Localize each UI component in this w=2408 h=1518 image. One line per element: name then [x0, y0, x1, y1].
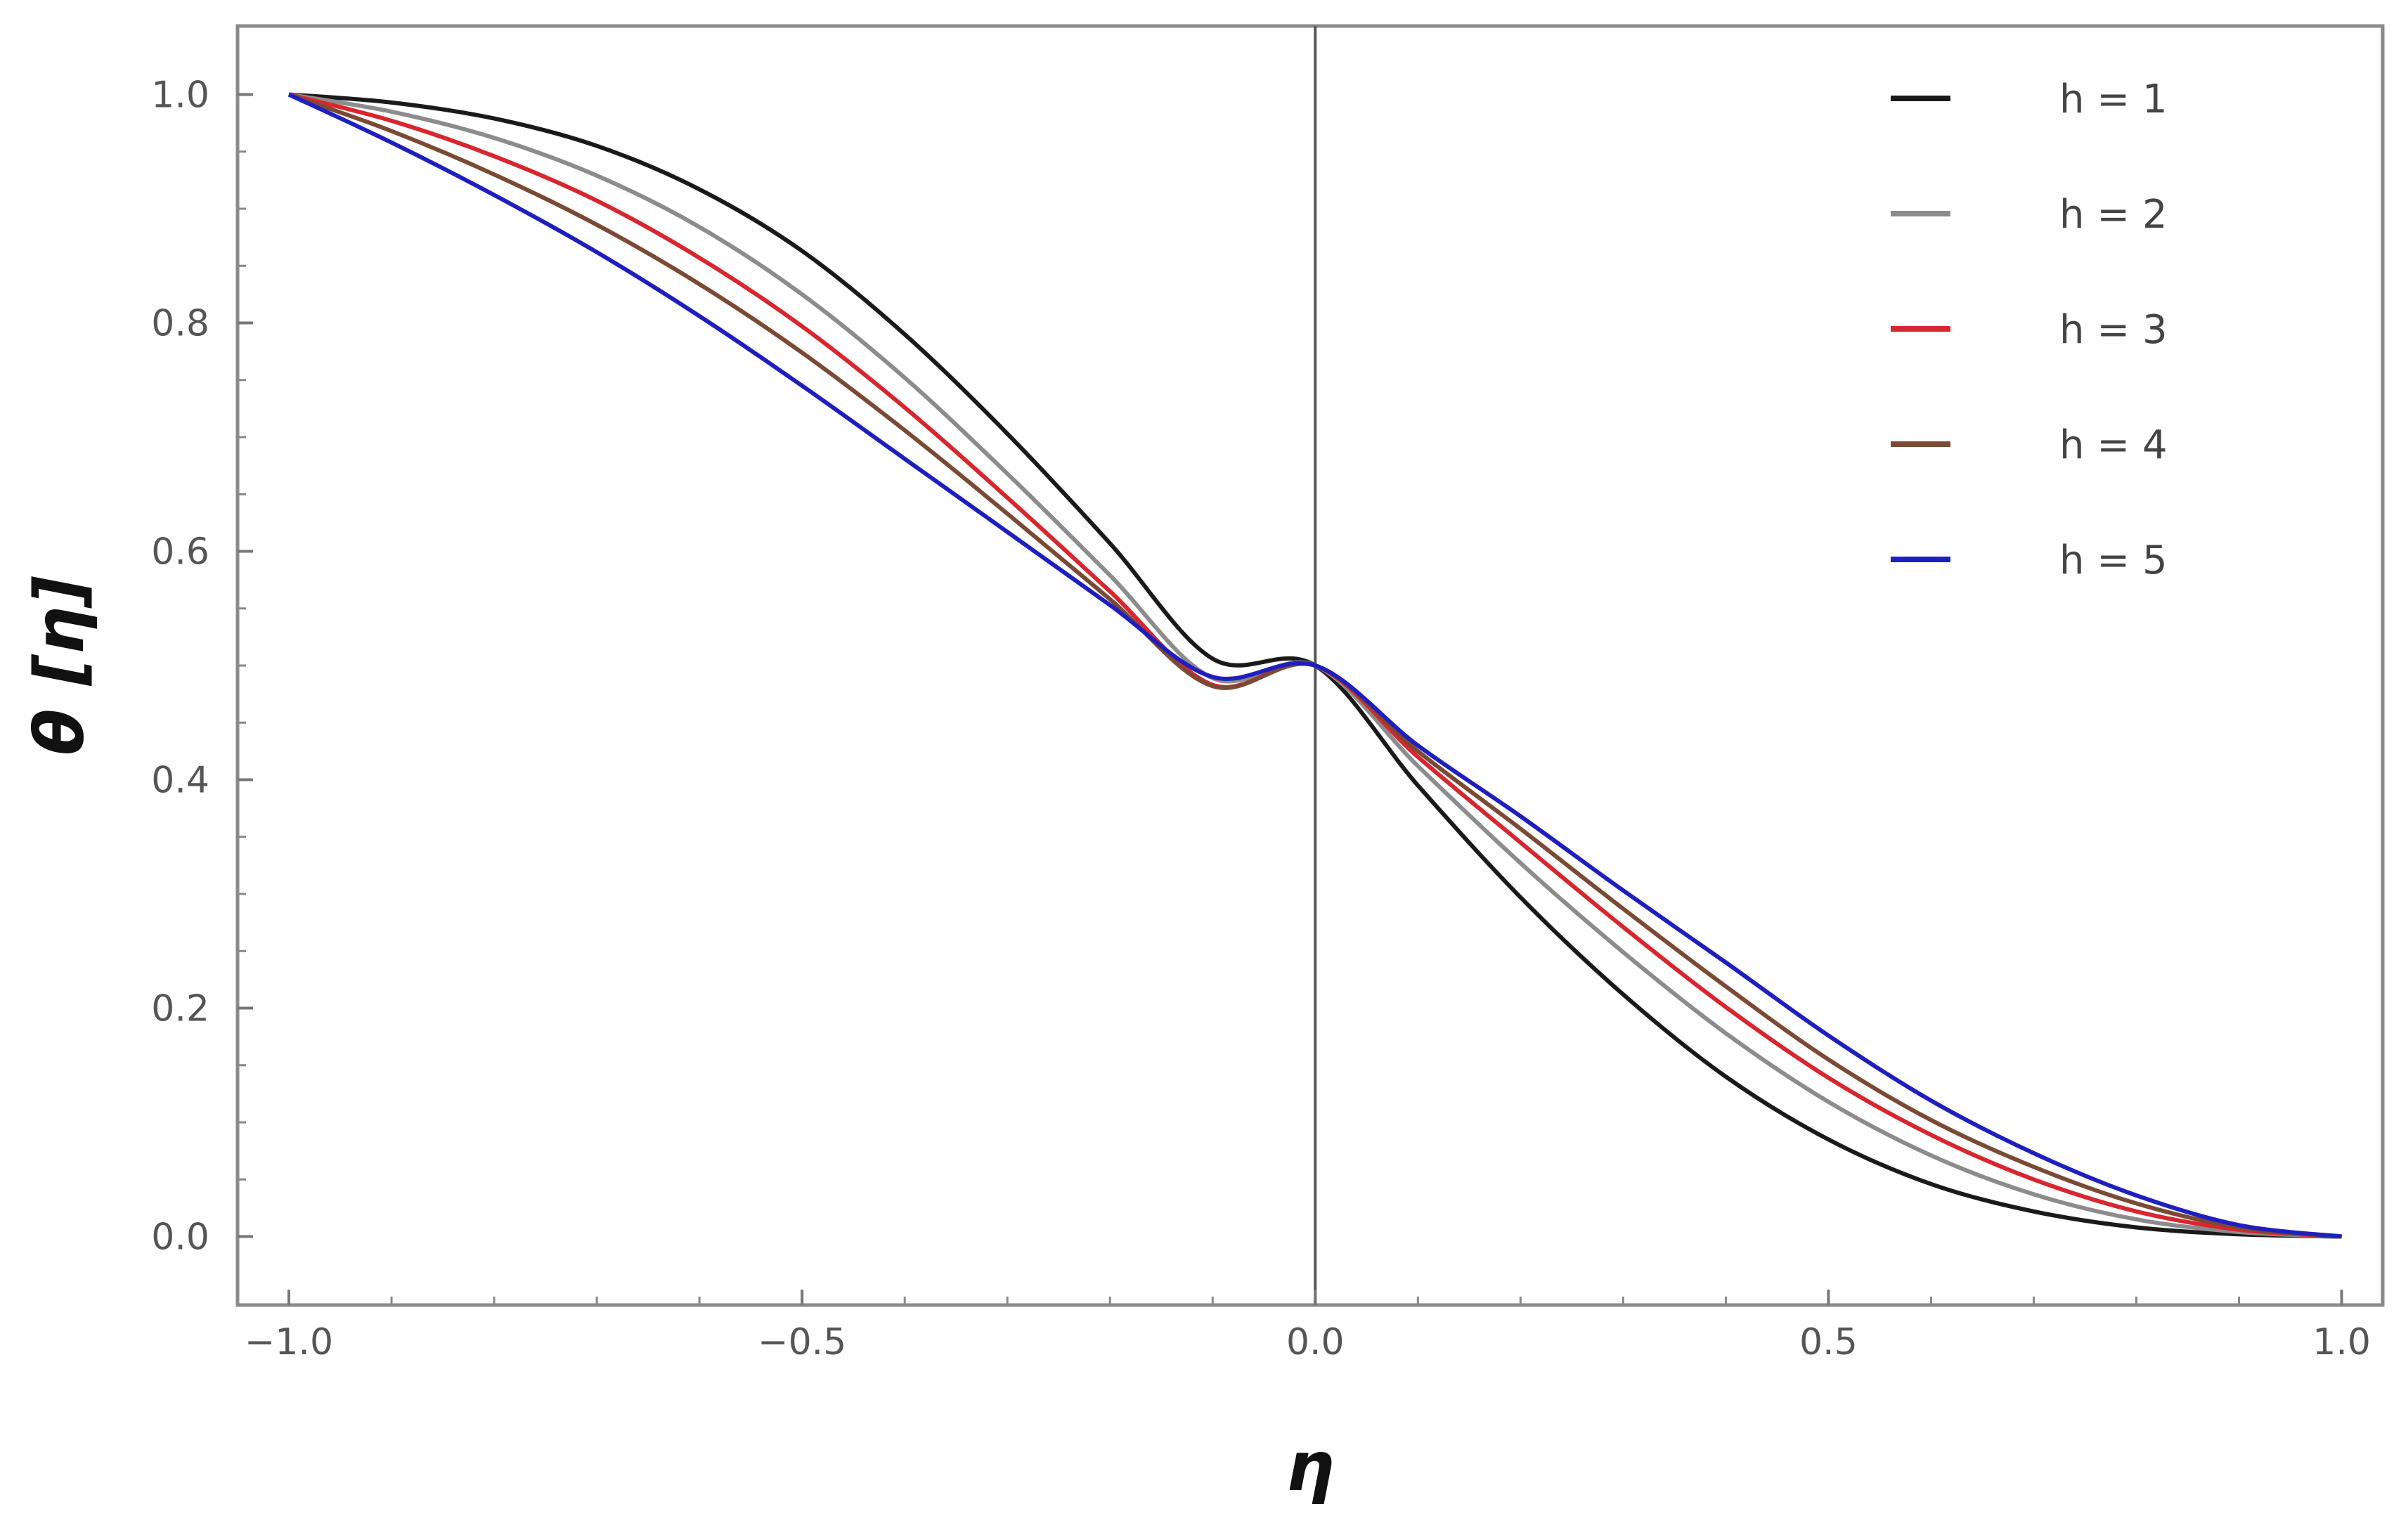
y-tick-label: 0.6: [151, 531, 209, 573]
legend-label-h4: h = 4: [2059, 422, 2168, 468]
x-tick-label: 0.5: [1799, 1321, 1858, 1363]
x-axis-title: η: [1286, 1427, 1334, 1506]
y-tick-label: 0.4: [151, 760, 209, 802]
legend-label-h1: h = 1: [2059, 77, 2168, 122]
legend-label-h2: h = 2: [2059, 192, 2168, 238]
y-tick-label: 1.0: [151, 74, 209, 117]
y-axis-title: θ [η]: [20, 576, 99, 755]
x-tick-label: −1.0: [245, 1321, 333, 1363]
y-tick-label: 0.2: [151, 988, 209, 1030]
series-lines-layer: [287, 92, 2342, 1239]
series-line-h5: [287, 92, 2342, 1239]
y-tick-label: 0.0: [151, 1217, 209, 1259]
y-tick-label: 0.8: [151, 303, 209, 345]
legend: h = 1 h = 2 h = 3 h = 4 h = 5: [1891, 77, 2168, 583]
ticks-layer: −1.0 −0.5 0.0 0.5 1.0 0.0 0.2 0.4 0.6 0.8 1.0: [151, 74, 2371, 1364]
legend-label-h5: h = 5: [2059, 538, 2168, 583]
x-tick-label: 0.0: [1286, 1321, 1345, 1363]
x-tick-label: 1.0: [2312, 1321, 2371, 1363]
legend-label-h3: h = 3: [2059, 307, 2168, 353]
x-tick-label: −0.5: [758, 1321, 846, 1363]
